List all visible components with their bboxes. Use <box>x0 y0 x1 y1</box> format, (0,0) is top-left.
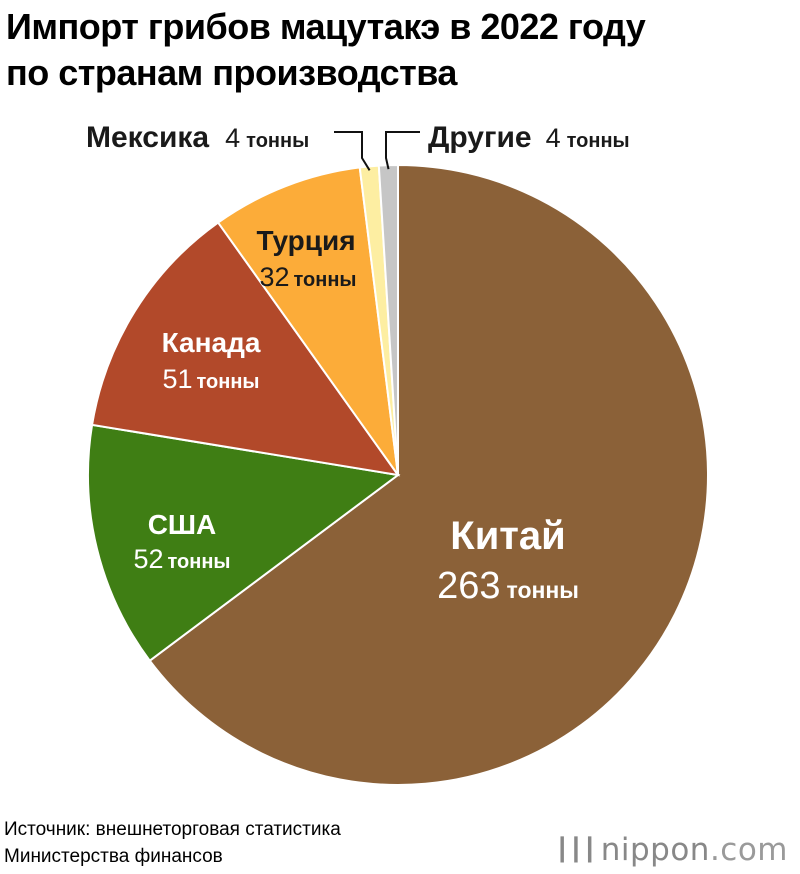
leader-line-mexico <box>334 131 371 171</box>
chart-title: Импорт грибов мацутакэ в 2022 году по ст… <box>6 4 786 96</box>
slice-value-canada: 51 тонны <box>162 364 259 394</box>
slice-value-turkey: 32 тонны <box>259 262 356 292</box>
chart-title-line-2: по странам производства <box>6 52 457 93</box>
chart-title-line-1: Импорт грибов мацутакэ в 2022 году <box>6 6 646 47</box>
slice-label-usa: США <box>148 509 217 540</box>
slice-value-china: 263 тонны <box>437 565 579 607</box>
logo-dot-com: .com <box>709 832 788 868</box>
slice-label-mexico: Мексика 4 тонны <box>86 121 309 154</box>
slice-label-china: Китай <box>450 514 565 558</box>
source-note: Источник: внешнеторговая статистика Мини… <box>4 816 341 870</box>
pie-slice-turkey <box>216 166 399 476</box>
logo-name: nippon <box>600 832 710 868</box>
pie-slice-usa <box>87 423 401 663</box>
pie-slice-china <box>148 163 709 786</box>
leader-line-other <box>385 131 420 170</box>
nippon-logo: ┃┃┃ nippon.com <box>555 832 788 869</box>
pie-slices <box>87 163 709 786</box>
slice-label-other: Другие 4 тонны <box>428 121 630 154</box>
slice-label-canada: Канада <box>162 327 261 358</box>
bars-icon: ┃┃┃ <box>555 838 597 863</box>
slice-value-usa: 52 тонны <box>133 544 230 574</box>
source-line-1: Источник: внешнеторговая статистика <box>4 819 341 840</box>
pie-slice-canada <box>90 221 401 477</box>
source-line-2: Министерства финансов <box>4 846 223 867</box>
slice-label-turkey: Турция <box>256 225 355 256</box>
leader-lines <box>334 131 420 171</box>
